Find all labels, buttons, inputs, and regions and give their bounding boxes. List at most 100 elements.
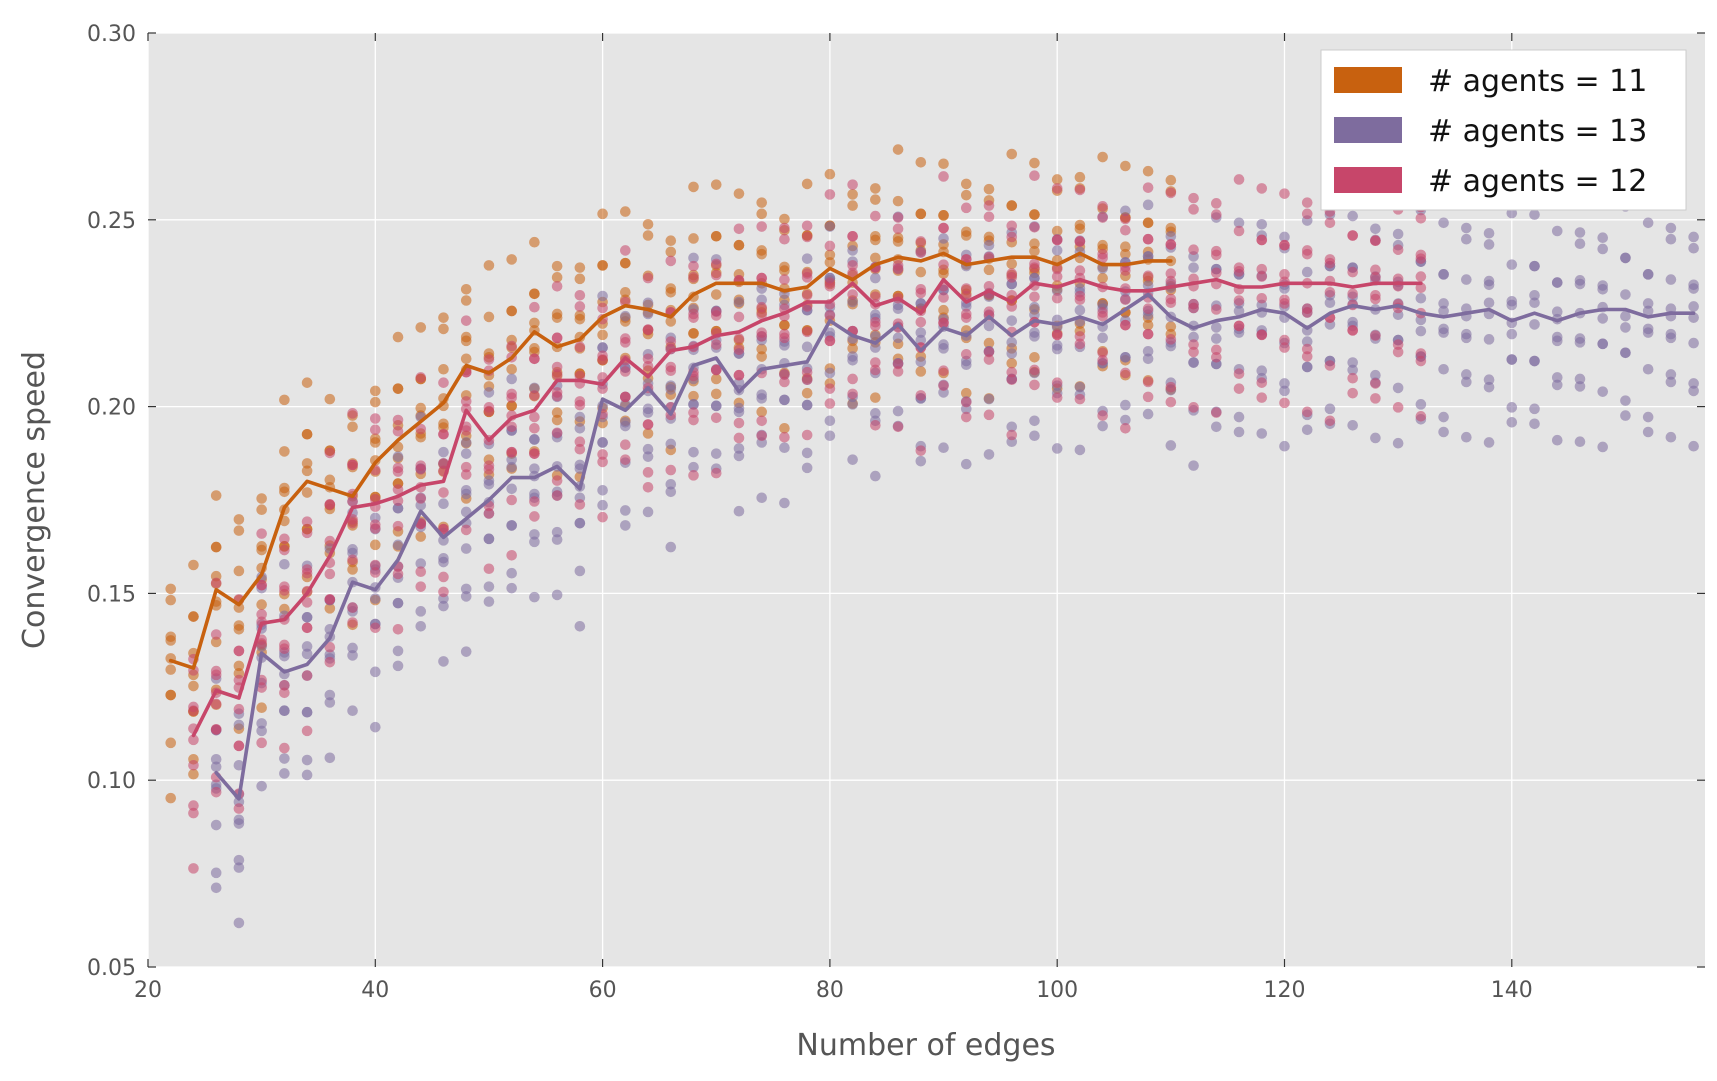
scatter-point: [188, 768, 199, 780]
scatter-point: [369, 424, 381, 436]
scatter-point: [301, 527, 313, 539]
scatter-point: [847, 230, 858, 242]
scatter-point: [960, 312, 972, 323]
scatter-point: [1074, 393, 1086, 405]
scatter-point: [1051, 183, 1063, 194]
scatter-point: [506, 340, 517, 352]
scatter-point: [870, 342, 881, 353]
scatter-point: [1188, 402, 1199, 413]
scatter-point: [1347, 364, 1358, 376]
scatter-point: [733, 450, 745, 462]
scatter-point: [620, 439, 631, 451]
scatter-point: [620, 337, 631, 348]
scatter-point: [1097, 420, 1108, 432]
scatter-point: [1120, 224, 1131, 236]
scatter-point: [665, 255, 677, 267]
scatter-point: [1074, 381, 1086, 393]
scatter-point: [460, 488, 472, 500]
scatter-point: [415, 464, 427, 475]
series-line: [191, 277, 1423, 738]
scatter-point: [733, 369, 745, 381]
scatter-point: [847, 267, 858, 279]
scatter-point: [256, 579, 267, 591]
scatter-point: [483, 311, 495, 323]
scatter-point: [1392, 437, 1404, 449]
scatter-point: [710, 412, 722, 424]
scatter-point: [165, 792, 177, 804]
scatter-point: [710, 269, 722, 281]
scatter-point: [392, 520, 404, 532]
scatter-point: [1051, 443, 1063, 454]
scatter-point: [1142, 328, 1154, 340]
x-tick-label: 80: [816, 978, 844, 1003]
scatter-point: [1347, 419, 1358, 431]
scatter-point: [1074, 236, 1086, 247]
scatter-point: [983, 200, 995, 211]
scatter-point: [642, 451, 654, 462]
scatter-point: [210, 629, 222, 640]
scatter-point: [301, 428, 313, 440]
scatter-point: [1006, 366, 1018, 378]
scatter-point: [756, 208, 768, 220]
scatter-point: [301, 641, 313, 652]
scatter-point: [710, 388, 722, 400]
scatter-point: [301, 725, 313, 737]
scatter-point: [256, 638, 267, 649]
scatter-point: [1120, 422, 1131, 434]
scatter-point: [620, 245, 631, 256]
scatter-point: [847, 373, 858, 385]
scatter-point: [642, 481, 654, 493]
scatter-point: [1211, 421, 1222, 433]
scatter-point: [642, 297, 654, 309]
y-axis-title: Convergence speed: [17, 351, 52, 649]
scatter-point: [210, 786, 222, 798]
scatter-point: [415, 518, 427, 530]
scatter-point: [1256, 263, 1268, 275]
scatter-point: [915, 327, 927, 338]
scatter-point: [1006, 272, 1018, 283]
scatter-point: [529, 411, 540, 423]
scatter-point: [733, 505, 745, 517]
scatter-point: [324, 656, 336, 668]
scatter-point: [1074, 265, 1086, 276]
scatter-point: [1211, 267, 1222, 279]
scatter-point: [710, 230, 722, 242]
scatter-point: [801, 220, 813, 232]
scatter-point: [324, 447, 336, 459]
scatter-point: [1461, 369, 1472, 380]
scatter-point: [1074, 223, 1086, 235]
scatter-point: [1506, 299, 1518, 311]
scatter-point: [1483, 437, 1495, 448]
scatter-point: [1006, 231, 1018, 243]
scatter-point: [1165, 297, 1177, 309]
scatter-point: [324, 474, 336, 486]
scatter-point: [1029, 430, 1040, 442]
scatter-point: [1006, 357, 1018, 369]
legend-swatch: [1334, 67, 1402, 93]
y-tick-label: 0.25: [87, 209, 136, 234]
scatter-point: [1415, 348, 1427, 359]
scatter-point: [438, 498, 449, 510]
scatter-point: [847, 179, 858, 190]
scatter-point: [892, 144, 904, 155]
scatter-point: [324, 752, 336, 764]
scatter-point: [870, 408, 881, 419]
scatter-point: [870, 272, 881, 284]
scatter-point: [574, 517, 586, 529]
scatter-point: [1665, 274, 1677, 285]
scatter-point: [710, 373, 722, 385]
scatter-point: [1665, 431, 1677, 443]
scatter-point: [392, 383, 404, 394]
scatter-point: [779, 442, 790, 453]
scatter-point: [324, 499, 336, 510]
scatter-point: [1324, 257, 1336, 269]
scatter-point: [870, 183, 881, 194]
scatter-point: [642, 324, 654, 335]
scatter-point: [165, 583, 177, 595]
scatter-point: [620, 520, 631, 531]
scatter-point: [460, 524, 472, 536]
scatter-point: [1097, 151, 1108, 163]
scatter-point: [256, 702, 267, 714]
scatter-point: [165, 737, 177, 749]
scatter-point: [460, 425, 472, 436]
